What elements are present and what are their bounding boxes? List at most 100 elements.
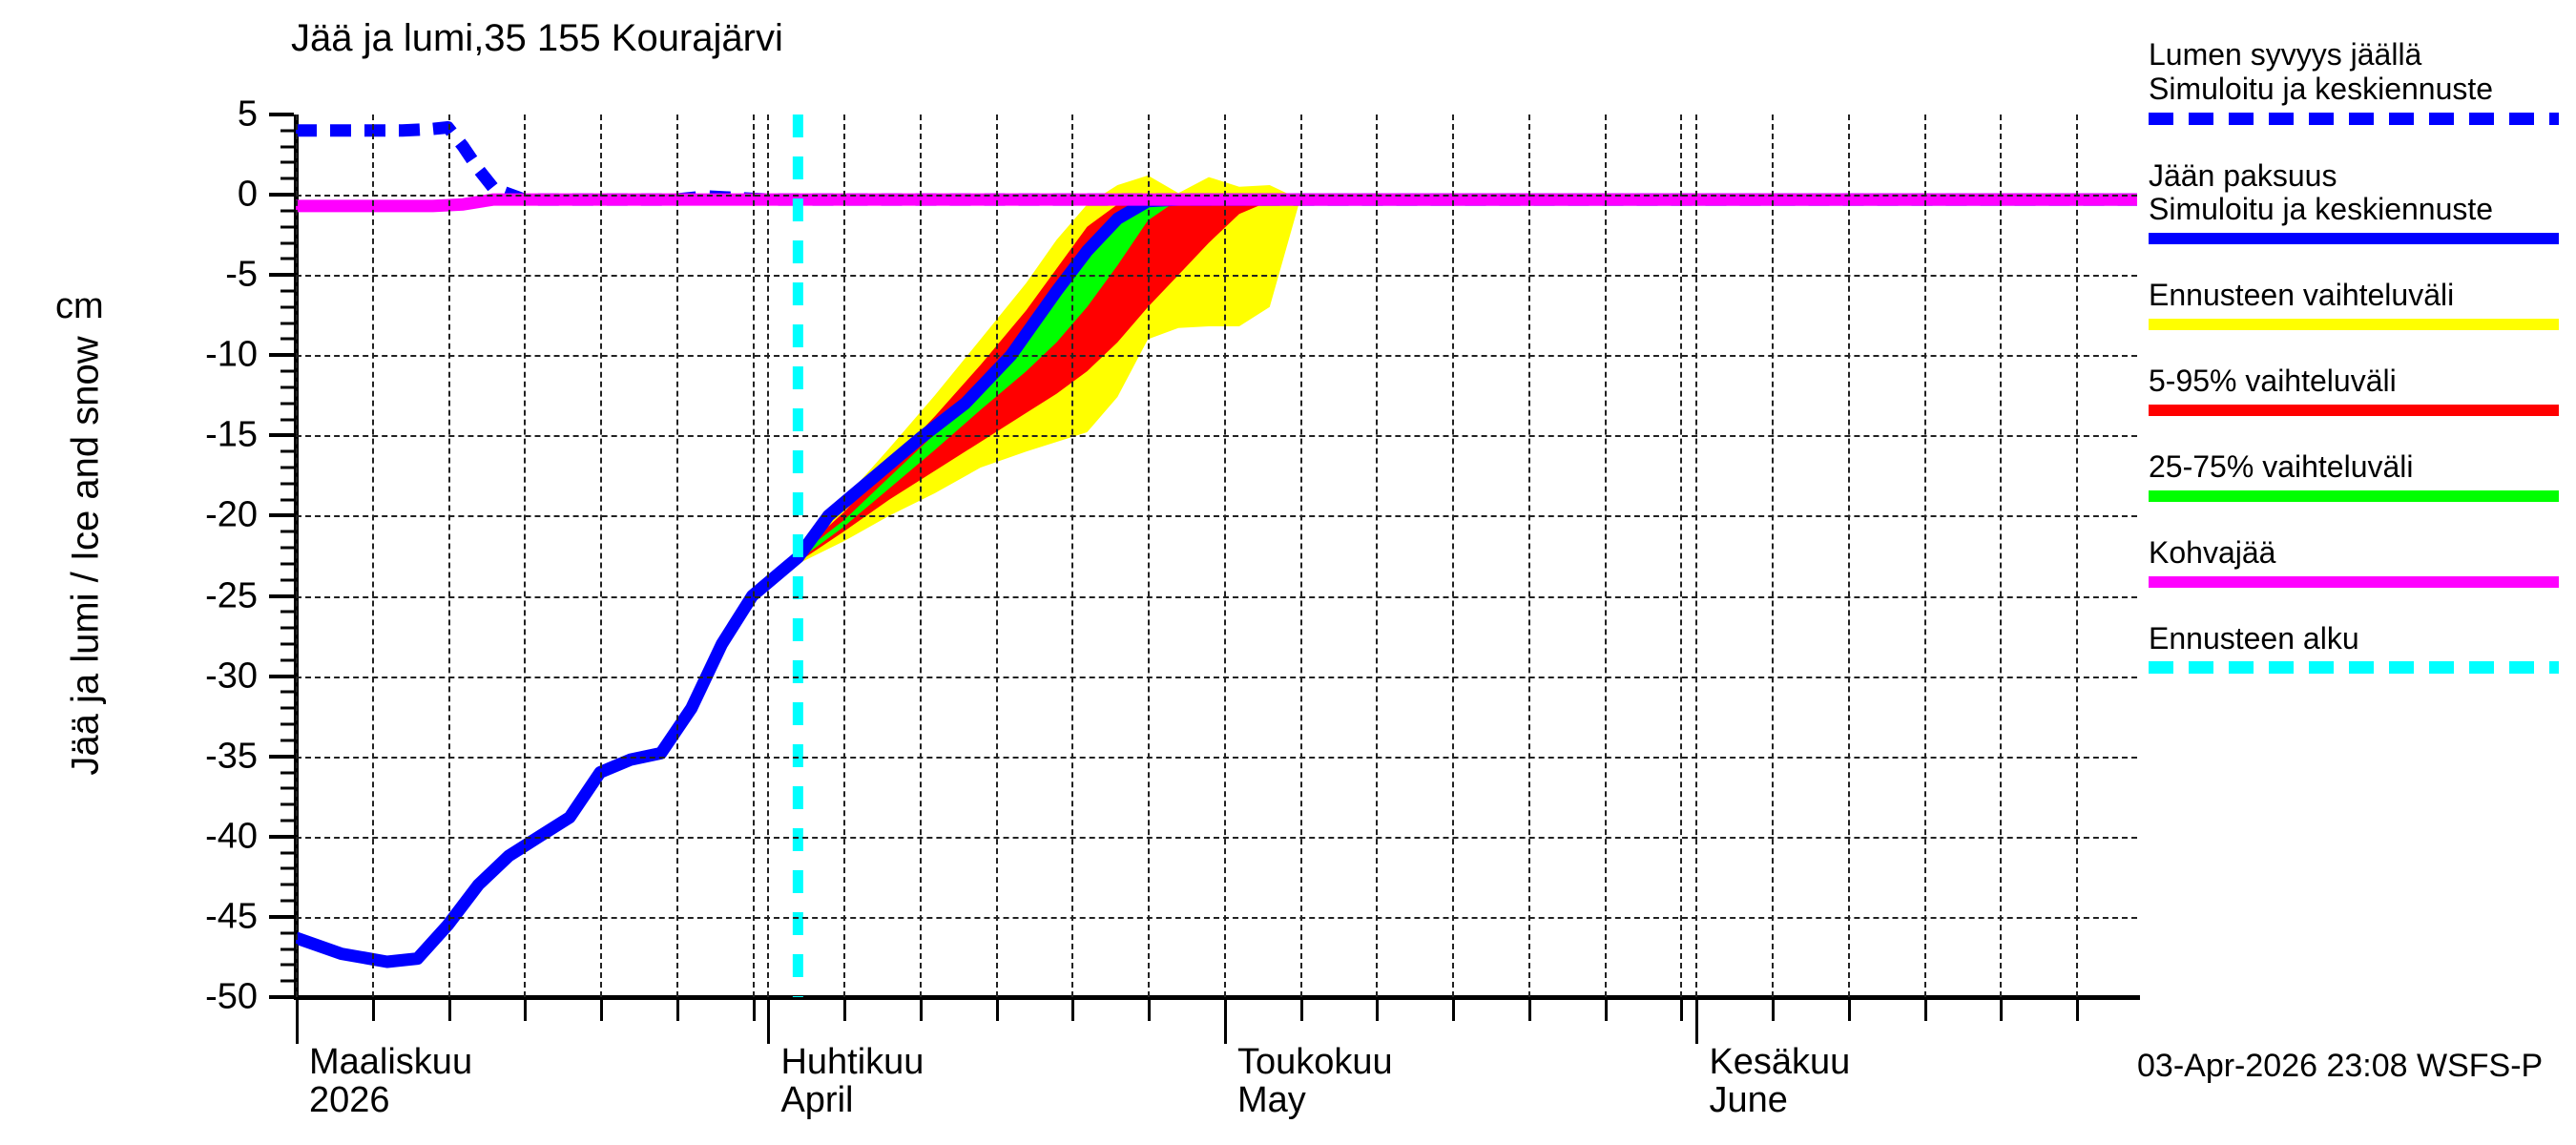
legend-label-primary: Ennusteen alku <box>2149 620 2359 656</box>
y-tick-minor <box>280 482 294 486</box>
gridline-vertical <box>995 114 998 997</box>
legend-item-snow-depth-on-ice[interactable]: Lumen syvyys jäällä Simuloitu ja keskienn… <box>2149 37 2576 125</box>
gridline-vertical <box>1772 114 1775 997</box>
gridline-vertical <box>767 114 770 997</box>
y-tick-minor <box>280 642 294 646</box>
x-tick-mark <box>2000 1000 2004 1021</box>
y-tick-minor <box>280 466 294 469</box>
legend-label-primary: 5-95% vaihteluväli <box>2149 364 2397 399</box>
y-tick-label: 0 <box>237 174 258 215</box>
footer-timestamp: 03-Apr-2026 23:08 WSFS-P <box>2137 1048 2544 1084</box>
x-tick-mark <box>1376 1000 1380 1021</box>
gridline-vertical <box>1071 114 1074 997</box>
gridline-vertical <box>1847 114 1850 997</box>
x-tick-mark <box>1452 1000 1456 1021</box>
legend-spacer <box>2149 601 2576 622</box>
legend-item-range-25-75[interactable]: 25-75% vaihteluväli <box>2149 448 2576 502</box>
gridline-vertical <box>1299 114 1302 997</box>
x-tick-mark <box>524 1000 528 1021</box>
y-tick-minor <box>280 690 294 694</box>
y-tick-minor <box>280 209 294 213</box>
y-tick-minor <box>280 578 294 582</box>
legend-label-secondary: Simuloitu ja keskiennuste <box>2149 71 2494 106</box>
legend-swatch <box>2149 489 2559 502</box>
legend-spacer <box>2149 515 2576 536</box>
y-tick-mark <box>269 674 294 678</box>
y-tick-minor <box>280 883 294 886</box>
x-tick-label-en: May <box>1236 1079 1306 1120</box>
gridline-vertical <box>919 114 922 997</box>
y-tick-label: 5 <box>237 94 258 135</box>
gridline-vertical <box>1223 114 1226 997</box>
y-tick-minor <box>280 498 294 502</box>
x-tick-mark <box>1923 1000 1927 1021</box>
x-tick-mark <box>371 1000 375 1021</box>
gridline-vertical <box>1604 114 1607 997</box>
legend-swatch <box>2149 661 2559 675</box>
y-tick-minor <box>280 802 294 806</box>
y-tick-minor <box>280 530 294 533</box>
y-tick-mark <box>269 995 294 999</box>
x-axis-label-group: Kesäkuu June <box>1709 1043 1850 1120</box>
y-tick-minor <box>280 337 294 341</box>
gridline-horizontal <box>296 836 2137 839</box>
y-tick-minor <box>280 610 294 614</box>
gridline-horizontal <box>296 515 2137 518</box>
x-tick-mark <box>843 1000 847 1021</box>
y-tick-mark <box>269 593 294 598</box>
y-axis-ticks: 5 0 -5 -10 -15 -20 -25 -30 -35 -40 -45 -50 <box>0 94 294 1017</box>
y-tick-minor <box>280 241 294 245</box>
legend-item-ice-thickness[interactable]: Jään paksuus Simuloitu ja keskiennuste <box>2149 158 2576 245</box>
legend-swatch <box>2149 575 2559 588</box>
y-tick-minor <box>280 819 294 822</box>
y-tick-label: -10 <box>205 334 258 375</box>
y-tick-minor <box>280 866 294 870</box>
legend-label-primary: Lumen syvyys jäällä <box>2149 37 2422 72</box>
legend-swatch <box>2149 404 2559 416</box>
y-tick-label: -45 <box>205 896 258 937</box>
y-tick-minor <box>280 177 294 180</box>
y-tick-label: -25 <box>205 575 258 616</box>
y-tick-minor <box>280 449 294 453</box>
y-tick-minor <box>280 658 294 662</box>
y-tick-label: -40 <box>205 816 258 857</box>
legend-item-slush-ice[interactable]: Kohvajää <box>2149 535 2576 588</box>
x-tick-mark <box>919 1000 923 1021</box>
gridline-vertical <box>675 114 678 997</box>
gridline-horizontal <box>296 676 2137 678</box>
legend-label-primary: 25-75% vaihteluväli <box>2149 448 2414 484</box>
x-tick-mark <box>675 1000 679 1021</box>
x-tick-mark <box>1695 1000 1699 1044</box>
plot-area <box>296 114 2137 997</box>
y-tick-minor <box>280 899 294 903</box>
x-tick-mark <box>1604 1000 1608 1021</box>
x-tick-mark <box>1527 1000 1531 1021</box>
gridline-vertical <box>843 114 846 997</box>
y-tick-minor <box>280 739 294 742</box>
y-tick-mark <box>269 273 294 278</box>
legend-item-forecast-start[interactable]: Ennusteen alku <box>2149 620 2576 675</box>
y-tick-minor <box>280 369 294 373</box>
x-axis-label-group: Maaliskuu 2026 <box>309 1043 472 1120</box>
x-tick-mark <box>752 1000 756 1021</box>
x-tick-label-fi: Huhtikuu <box>780 1042 924 1082</box>
gridline-vertical <box>600 114 602 997</box>
legend-swatch <box>2149 319 2559 331</box>
gridline-vertical <box>2076 114 2079 997</box>
gridline-vertical <box>2000 114 2003 997</box>
legend-item-range-5-95[interactable]: 5-95% vaihteluväli <box>2149 364 2576 416</box>
x-axis-line <box>294 995 2140 1000</box>
x-tick-mark <box>1148 1000 1152 1021</box>
y-tick-minor <box>280 851 294 855</box>
legend-spacer <box>2149 258 2576 279</box>
gridline-horizontal <box>296 195 2137 198</box>
legend-item-forecast-range[interactable]: Ennusteen vaihteluväli <box>2149 278 2576 331</box>
gridline-horizontal <box>296 756 2137 759</box>
x-tick-mark <box>1847 1000 1851 1021</box>
y-tick-minor <box>280 305 294 309</box>
legend-spacer <box>2149 429 2576 450</box>
gridline-vertical <box>1452 114 1455 997</box>
x-tick-label-fi: Toukokuu <box>1236 1042 1393 1082</box>
gridline-vertical <box>371 114 374 997</box>
